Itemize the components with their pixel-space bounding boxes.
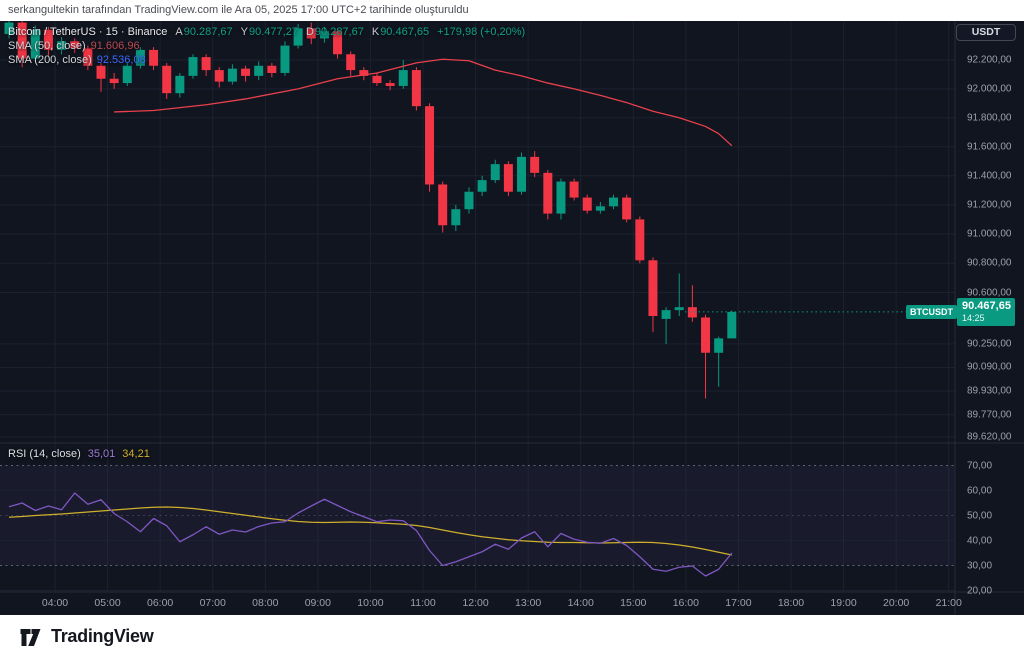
currency-toggle-button[interactable]: USDT	[956, 24, 1016, 41]
time-axis-label: 17:00	[725, 597, 752, 609]
legend-sma200-row[interactable]: SMA (200, close) 92.536,08	[8, 53, 525, 67]
price-axis-label: 91.600,00	[967, 141, 1012, 153]
sma50-line[interactable]	[114, 58, 733, 147]
time-axis-label: 09:00	[304, 597, 331, 609]
rsi-legend-row[interactable]: RSI (14, close) 35,01 34,21	[8, 448, 150, 460]
price-axis[interactable]: 92.200,00 92.000,00 91.800,00 91.600,00 91.4…	[955, 0, 1024, 615]
symbol-price-tag: BTCUSDT	[906, 304, 957, 319]
rsi-axis-label: 50,00	[967, 510, 993, 521]
time-axis-label: 12:00	[462, 597, 489, 609]
time-axis-label: 08:00	[252, 597, 279, 609]
time-axis-label: 18:00	[777, 597, 805, 609]
time-axis-label: 11:00	[410, 597, 436, 609]
chart-legend: Bitcoin / TetherUS · 15 · Binance A90.287…	[8, 25, 525, 67]
ohlc-key: D	[305, 26, 314, 38]
ohlc-value: 90.287,67	[314, 26, 364, 38]
rsi-axis-label: 70,00	[967, 460, 993, 471]
rsi-ma-line[interactable]	[8, 506, 732, 556]
tradingview-logo-icon[interactable]	[17, 626, 44, 648]
rsi-band	[0, 465, 955, 566]
price-axis-label: 89.930,00	[967, 385, 1012, 397]
footer-bar: TradingView	[0, 615, 1024, 658]
price-axis-label: 90.250,00	[967, 338, 1012, 350]
symbol-title: Bitcoin / TetherUS · 15 · Binance	[8, 26, 168, 38]
price-axis-label: 91.200,00	[967, 199, 1012, 211]
ohlc-value: 90.477,27	[249, 26, 298, 38]
bar-countdown: 14:25	[962, 312, 985, 323]
sma50-label: SMA (50, close)	[8, 40, 86, 52]
rsi-ma-value: 34,21	[122, 448, 150, 460]
time-axis-label: 05:00	[94, 597, 121, 609]
price-axis-label: 92.000,00	[967, 83, 1012, 95]
price-gridlines	[0, 59, 955, 438]
price-axis-label: 90.800,00	[967, 257, 1012, 269]
sma50-value: 91.606,96	[90, 40, 140, 52]
rsi-title: RSI (14, close)	[8, 448, 81, 460]
ohlc-key: A	[175, 26, 183, 38]
time-axis-label: 06:00	[147, 597, 174, 609]
attribution-text: serkangultekin tarafından TradingView.co…	[0, 0, 1024, 21]
time-axis-label: 15:00	[620, 597, 647, 609]
ohlc-value: 90.467,65	[380, 26, 430, 38]
price-axis-label: 90.090,00	[967, 361, 1012, 373]
vertical-gridlines	[54, 21, 950, 592]
ohlc-key: Y	[240, 26, 249, 38]
sma200-label: SMA (200, close)	[8, 54, 92, 66]
price-axis-label: 91.400,00	[967, 170, 1012, 182]
rsi-value: 35,01	[87, 448, 116, 460]
price-axis-label: 91.800,00	[967, 112, 1012, 124]
legend-sma50-row[interactable]: SMA (50, close) 91.606,96	[8, 39, 525, 53]
ohlc-values: A90.287,67 Y90.477,27 D90.287,67 K90.467,65	[167, 26, 429, 38]
price-axis-label: 91.000,00	[967, 228, 1012, 240]
price-axis-label: 90.600,00	[967, 287, 1012, 298]
price-axis-label: 92.200,00	[967, 54, 1012, 66]
chart-background[interactable]	[0, 21, 1024, 615]
rsi-line[interactable]	[8, 492, 733, 577]
price-axis-label: 89.620,00	[967, 431, 1012, 443]
price-axis-label: 89.770,00	[967, 409, 1012, 421]
time-axis-label: 14:00	[567, 597, 594, 609]
rsi-axis-label: 20,00	[967, 585, 993, 596]
rsi-axis-label: 60,00	[967, 485, 993, 496]
change-value: +179,98 (+0,20%)	[437, 26, 526, 38]
time-axis-label: 13:00	[514, 597, 542, 609]
time-axis-label: 04:00	[41, 597, 69, 609]
tradingview-wordmark[interactable]: TradingView	[51, 626, 154, 646]
ohlc-value: 90.287,67	[183, 26, 233, 38]
legend-symbol-row[interactable]: Bitcoin / TetherUS · 15 · Binance A90.287…	[8, 25, 525, 39]
time-axis-label: 07:00	[199, 597, 226, 609]
time-axis-label: 10:00	[357, 597, 384, 609]
rsi-axis-label: 30,00	[967, 560, 993, 571]
time-axis-label: 16:00	[672, 597, 699, 609]
ohlc-key: K	[371, 26, 380, 38]
last-price-value: 90.467,65	[962, 299, 1011, 312]
last-price-tag: 90.467,65 14:25	[957, 297, 1015, 326]
rsi-axis-label: 40,00	[967, 535, 993, 546]
time-axis-label: 21:00	[935, 597, 962, 609]
time-axis-label: 20:00	[882, 597, 910, 609]
time-axis-label: 19:00	[830, 597, 857, 609]
time-axis[interactable]: 04:00 05:00 06:00 07:00 08:00 09:00 10:00 11:00…	[0, 592, 962, 615]
sma200-value: 92.536,08	[96, 54, 146, 66]
candlesticks[interactable]	[4, 20, 737, 399]
